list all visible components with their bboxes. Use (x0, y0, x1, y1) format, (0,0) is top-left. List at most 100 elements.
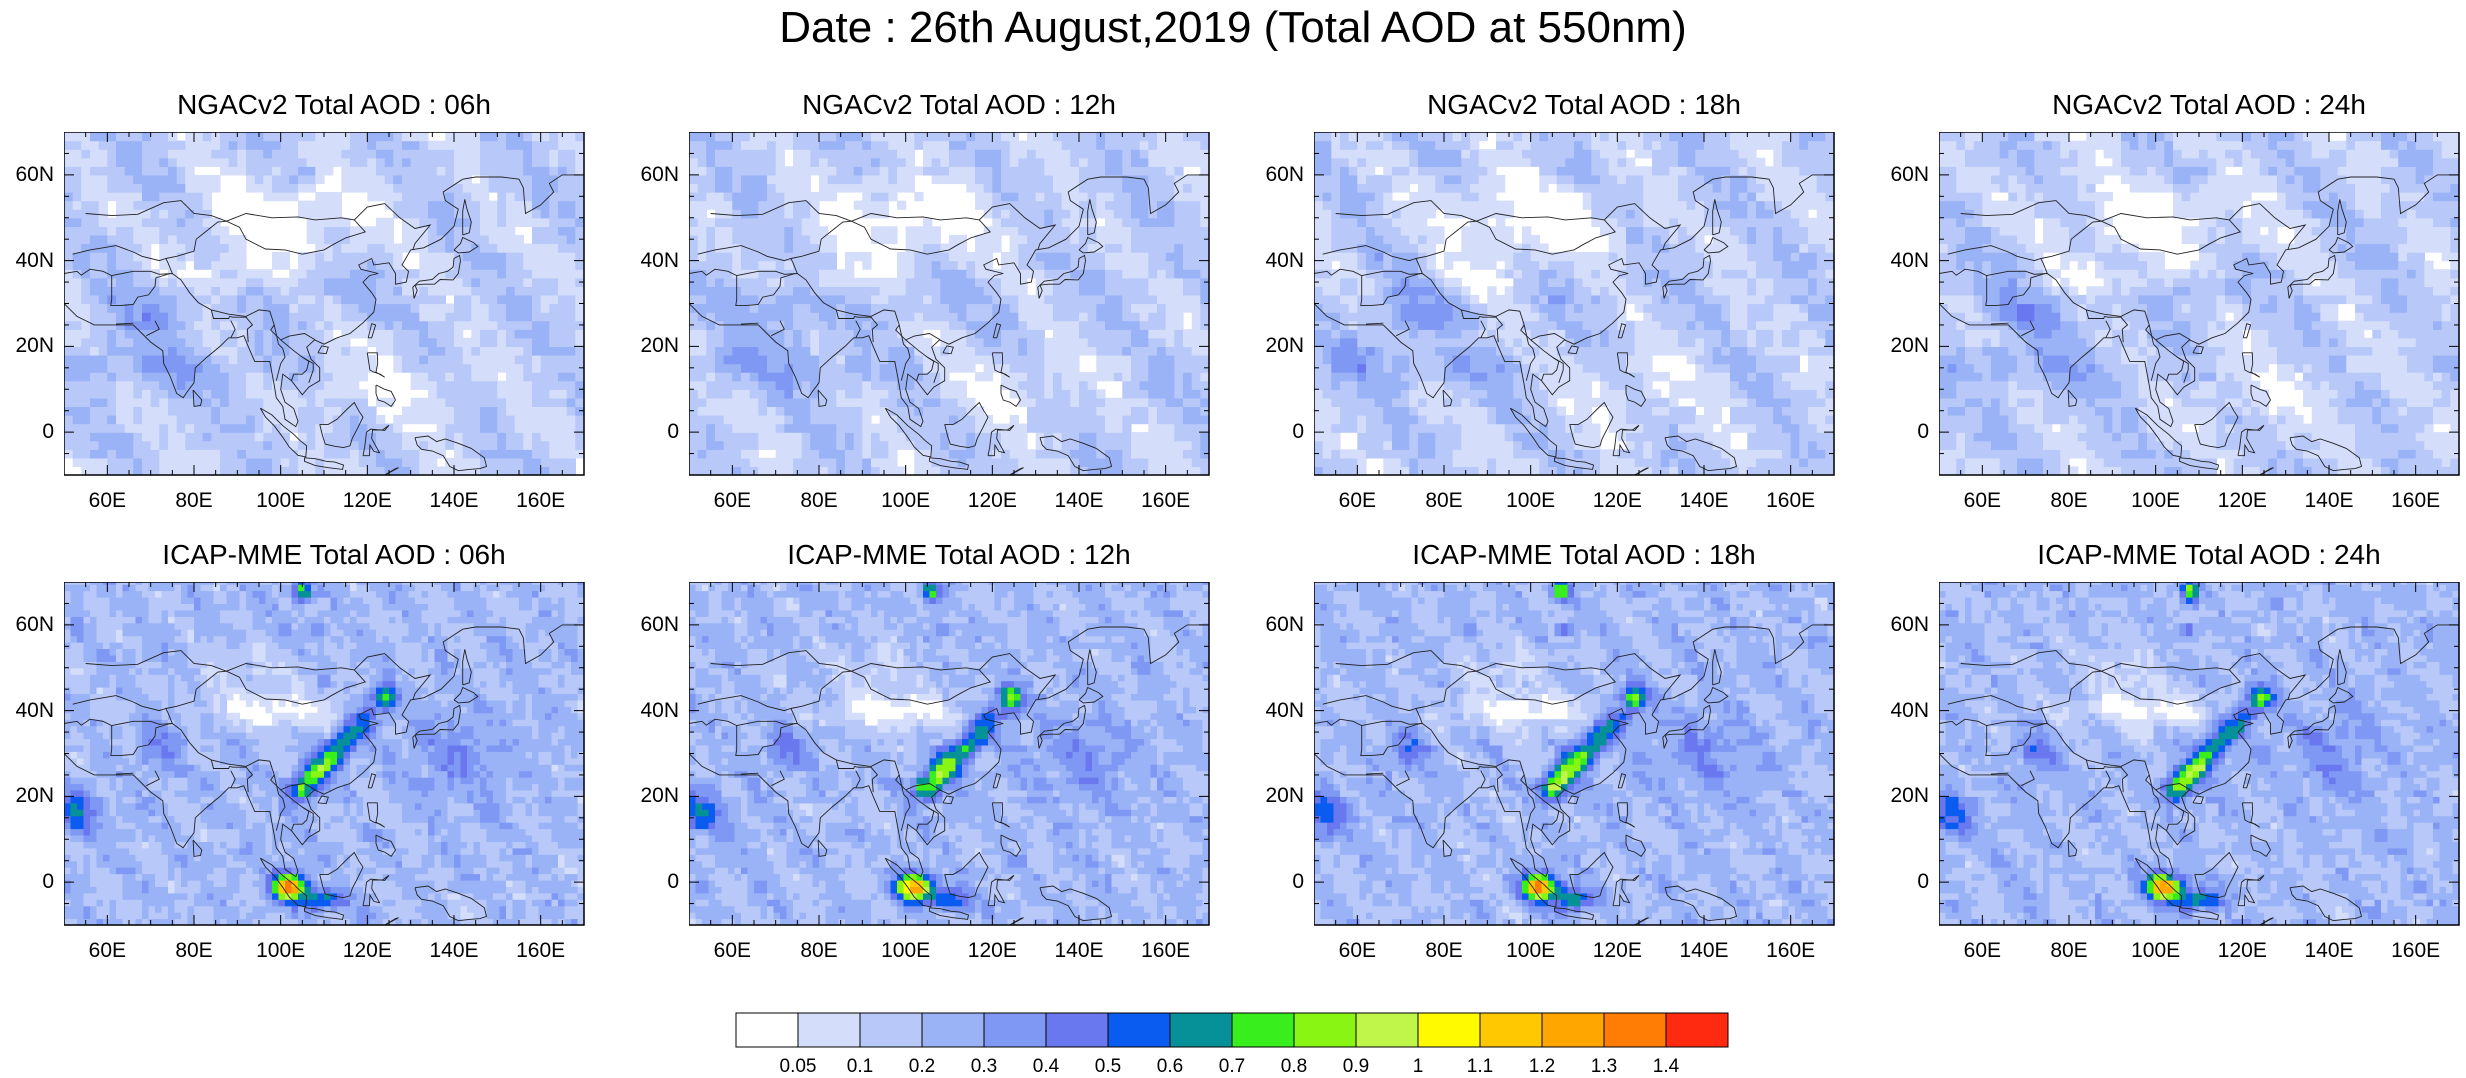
lon-tick-label: 140E (1669, 489, 1739, 513)
lat-tick-label: 0 (1256, 420, 1304, 444)
lat-tick-label: 0 (6, 420, 54, 444)
colorbar-label: 1 (1388, 1056, 1448, 1078)
colorbar-swatch (1418, 1013, 1480, 1047)
colorbar-swatch (1542, 1013, 1604, 1047)
lon-tick-label: 160E (1756, 939, 1826, 963)
colorbar-swatch (860, 1013, 922, 1047)
aod-map (689, 132, 1229, 495)
colorbar-label: 0.9 (1326, 1056, 1386, 1078)
lat-tick-label: 40N (6, 699, 54, 723)
lon-tick-label: 140E (1669, 939, 1739, 963)
lon-tick-label: 140E (1044, 489, 1114, 513)
lon-tick-label: 120E (957, 489, 1027, 513)
colorbar-swatch (1170, 1013, 1232, 1047)
lon-tick-label: 140E (2294, 939, 2364, 963)
lon-tick-label: 60E (1947, 939, 2017, 963)
colorbar-label: 0.05 (768, 1056, 828, 1078)
lon-tick-label: 80E (784, 939, 854, 963)
lon-tick-label: 160E (1756, 489, 1826, 513)
lat-tick-label: 0 (6, 870, 54, 894)
aod-map (1314, 582, 1854, 945)
lon-tick-label: 160E (506, 939, 576, 963)
panel-title: ICAP-MME Total AOD : 06h (44, 538, 624, 572)
lon-tick-label: 100E (1496, 939, 1566, 963)
lon-tick-label: 100E (246, 939, 316, 963)
lon-tick-label: 140E (419, 939, 489, 963)
lon-tick-label: 160E (2381, 489, 2451, 513)
lon-tick-label: 140E (419, 489, 489, 513)
lat-tick-label: 40N (1256, 699, 1304, 723)
aod-map (64, 132, 604, 495)
lon-tick-label: 100E (871, 939, 941, 963)
colorbar-swatch (1232, 1013, 1294, 1047)
lat-tick-label: 20N (1256, 334, 1304, 358)
lat-tick-label: 60N (631, 613, 679, 637)
aod-map (689, 582, 1229, 945)
colorbar-label: 0.2 (892, 1056, 952, 1078)
aod-map (1939, 132, 2466, 495)
colorbar-label: 0.5 (1078, 1056, 1138, 1078)
colorbar-label: 0.1 (830, 1056, 890, 1078)
colorbar-swatch (1294, 1013, 1356, 1047)
aod-map (64, 582, 604, 945)
panel-title: ICAP-MME Total AOD : 12h (669, 538, 1249, 572)
lat-tick-label: 60N (6, 613, 54, 637)
lat-tick-label: 60N (1881, 613, 1929, 637)
panel-title: NGACv2 Total AOD : 24h (1919, 88, 2466, 122)
lat-tick-label: 40N (631, 699, 679, 723)
lon-tick-label: 140E (2294, 489, 2364, 513)
lon-tick-label: 80E (159, 939, 229, 963)
lon-tick-label: 60E (1322, 939, 1392, 963)
lat-tick-label: 40N (1881, 699, 1929, 723)
lon-tick-label: 120E (332, 489, 402, 513)
lat-tick-label: 0 (1881, 420, 1929, 444)
lat-tick-label: 60N (631, 163, 679, 187)
lat-tick-label: 20N (631, 784, 679, 808)
colorbar-label: 0.4 (1016, 1056, 1076, 1078)
lon-tick-label: 160E (1131, 939, 1201, 963)
lat-tick-label: 0 (631, 420, 679, 444)
colorbar-swatch (1480, 1013, 1542, 1047)
lat-tick-label: 40N (1256, 249, 1304, 273)
aod-map (1939, 582, 2466, 945)
lon-tick-label: 60E (72, 939, 142, 963)
lat-tick-label: 40N (6, 249, 54, 273)
colorbar-label: 1.1 (1450, 1056, 1510, 1078)
colorbar-label: 0.6 (1140, 1056, 1200, 1078)
colorbar-swatch (798, 1013, 860, 1047)
lon-tick-label: 80E (1409, 939, 1479, 963)
panel-title: ICAP-MME Total AOD : 24h (1919, 538, 2466, 572)
colorbar-swatch (984, 1013, 1046, 1047)
lon-tick-label: 60E (1947, 489, 2017, 513)
lat-tick-label: 20N (6, 784, 54, 808)
colorbar-swatch (1108, 1013, 1170, 1047)
panel-title: NGACv2 Total AOD : 12h (669, 88, 1249, 122)
lon-tick-label: 100E (871, 489, 941, 513)
lon-tick-label: 80E (159, 489, 229, 513)
lon-tick-label: 140E (1044, 939, 1114, 963)
colorbar-swatches (735, 1012, 1729, 1048)
lat-tick-label: 40N (631, 249, 679, 273)
lon-tick-label: 120E (1582, 939, 1652, 963)
colorbar-label: 0.8 (1264, 1056, 1324, 1078)
lat-tick-label: 0 (1881, 870, 1929, 894)
lon-tick-label: 80E (2034, 489, 2104, 513)
lon-tick-label: 100E (2121, 939, 2191, 963)
lon-tick-label: 60E (697, 489, 767, 513)
colorbar-swatch (1046, 1013, 1108, 1047)
colorbar-label: 1.2 (1512, 1056, 1572, 1078)
lat-tick-label: 20N (631, 334, 679, 358)
colorbar-swatch (922, 1013, 984, 1047)
lat-tick-label: 0 (631, 870, 679, 894)
lon-tick-label: 60E (72, 489, 142, 513)
colorbar-swatch (1604, 1013, 1666, 1047)
lat-tick-label: 60N (1256, 163, 1304, 187)
